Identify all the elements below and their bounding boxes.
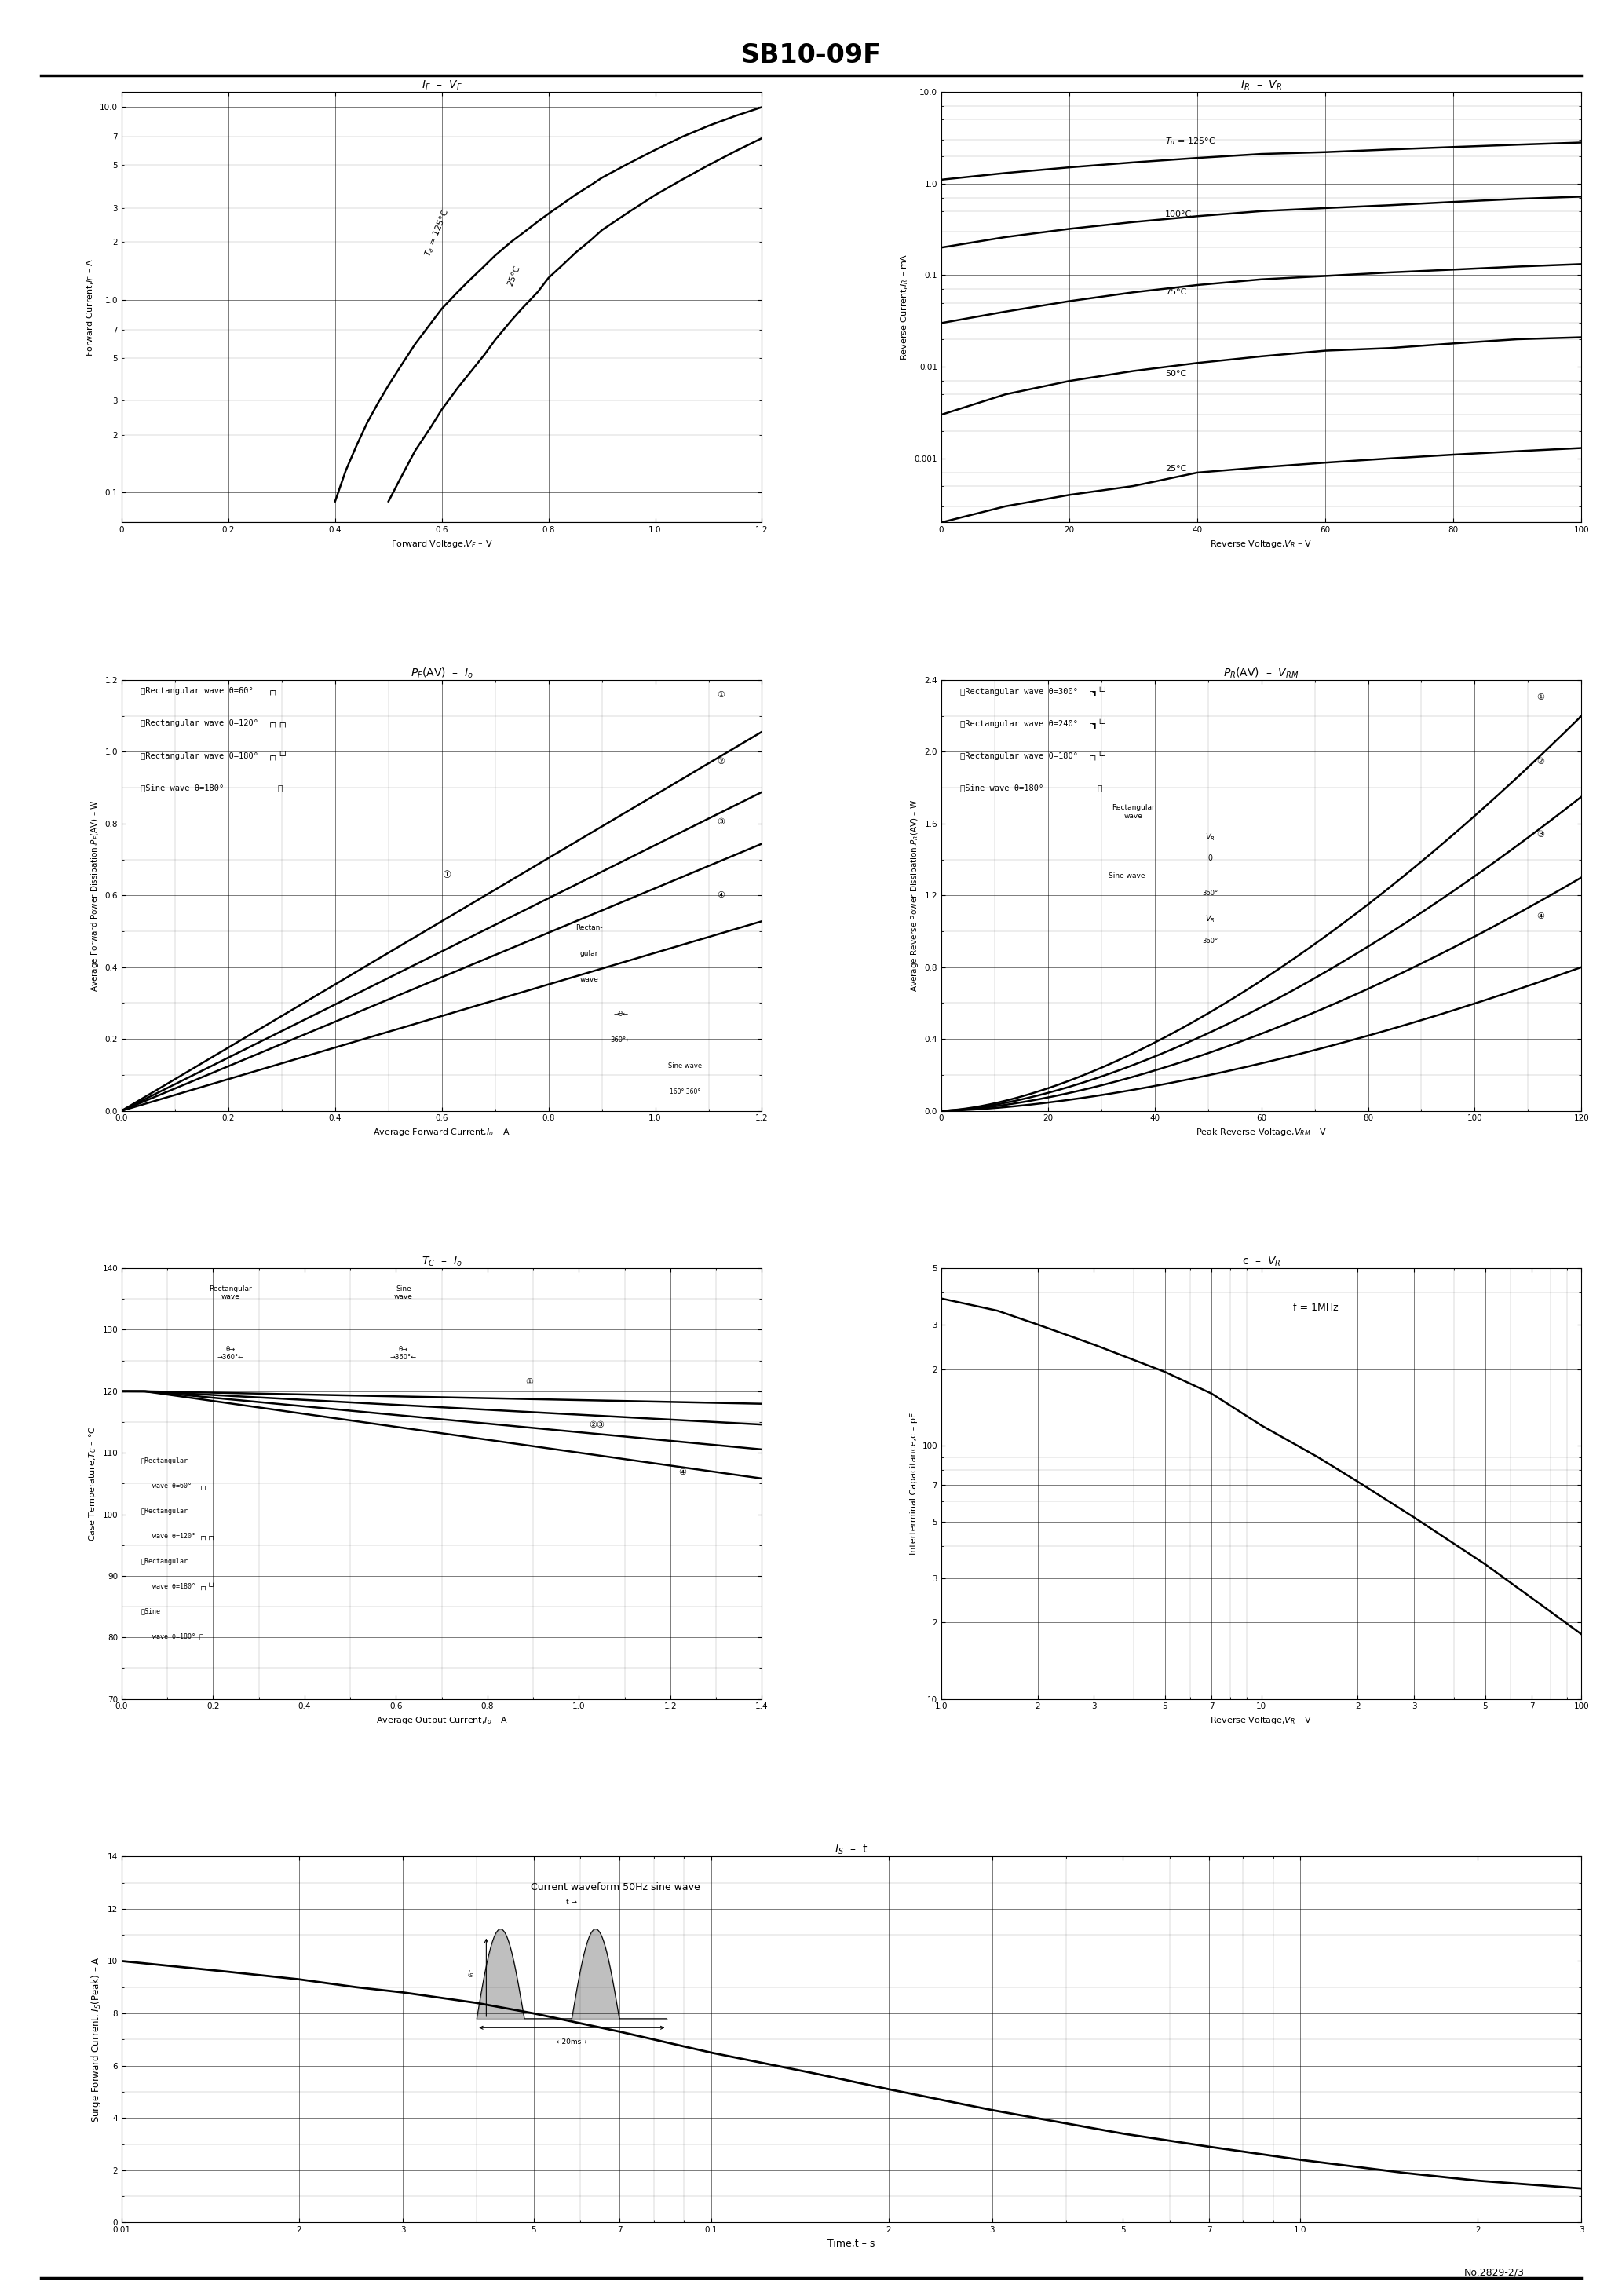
Text: wave θ=180° ┌┐└┘: wave θ=180° ┌┐└┘: [141, 1582, 216, 1591]
Y-axis label: Reverse Current,$I_R$ – mA: Reverse Current,$I_R$ – mA: [899, 253, 910, 360]
Text: 25°C: 25°C: [506, 264, 521, 287]
X-axis label: Time,t – s: Time,t – s: [827, 2239, 876, 2248]
Text: f = 1MHz: f = 1MHz: [1293, 1302, 1338, 1313]
Text: Sine wave: Sine wave: [668, 1063, 702, 1070]
Text: ②Rectangular wave θ=240°  ┌┓└┘: ②Rectangular wave θ=240° ┌┓└┘: [960, 719, 1108, 728]
Text: $V_R$: $V_R$: [1205, 831, 1215, 843]
Text: $T_a$ = 125°C: $T_a$ = 125°C: [423, 207, 451, 259]
Text: θ→
→360°←: θ→ →360°←: [389, 1345, 417, 1362]
Text: 75°C: 75°C: [1165, 287, 1187, 296]
Title: $P_R$(AV)  –  $V_{RM}$: $P_R$(AV) – $V_{RM}$: [1223, 666, 1299, 680]
Y-axis label: Average Reverse Power Dissipation,$P_R$(AV) – W: Average Reverse Power Dissipation,$P_R$(…: [908, 799, 920, 992]
X-axis label: Forward Voltage,$V_F$ – V: Forward Voltage,$V_F$ – V: [391, 540, 493, 549]
Text: No.2829-2/3: No.2829-2/3: [1465, 2268, 1525, 2278]
Text: ①Rectangular: ①Rectangular: [141, 1458, 188, 1465]
Text: 25°C: 25°C: [1165, 464, 1187, 473]
Text: 160° 360°: 160° 360°: [670, 1088, 701, 1095]
Text: 100°C: 100°C: [1165, 211, 1192, 218]
Text: ③Rectangular wave θ=180°  ┌┐└┘: ③Rectangular wave θ=180° ┌┐└┘: [141, 751, 289, 760]
Text: ②: ②: [1536, 758, 1544, 765]
Text: ①Rectangular wave θ=300°  ┌┓└┘: ①Rectangular wave θ=300° ┌┓└┘: [960, 687, 1108, 696]
Title: $I_R$  –  $V_R$: $I_R$ – $V_R$: [1241, 78, 1281, 92]
Text: Rectangular
wave: Rectangular wave: [209, 1286, 251, 1302]
Text: gular: gular: [581, 951, 599, 957]
Text: 360°: 360°: [1202, 891, 1218, 898]
Y-axis label: Forward Current,$I_F$ – A: Forward Current,$I_F$ – A: [84, 257, 96, 356]
Title: $P_F$(AV)  –  $I_o$: $P_F$(AV) – $I_o$: [410, 666, 474, 680]
Text: ②Rectangular wave θ=120°  ┌┐┌┐: ②Rectangular wave θ=120° ┌┐┌┐: [141, 719, 289, 728]
Text: ③Rectangular: ③Rectangular: [141, 1557, 188, 1566]
Y-axis label: Surge Forward Current, $I_S$(Peak) – A: Surge Forward Current, $I_S$(Peak) – A: [89, 1956, 104, 2122]
Text: ③Rectangular wave θ=180°  ┌┐└┘: ③Rectangular wave θ=180° ┌┐└┘: [960, 751, 1108, 760]
Y-axis label: Case Temperature,$T_C$ – °C: Case Temperature,$T_C$ – °C: [88, 1426, 97, 1541]
Text: ④: ④: [1536, 912, 1544, 921]
Text: ④: ④: [717, 891, 725, 900]
Title: $I_F$  –  $V_F$: $I_F$ – $V_F$: [422, 78, 462, 92]
Text: ②③: ②③: [589, 1421, 605, 1428]
Text: θ: θ: [1208, 854, 1212, 863]
Text: ④Sine wave θ=180°           ∿: ④Sine wave θ=180° ∿: [141, 783, 284, 792]
Text: θ→
→360°←: θ→ →360°←: [217, 1345, 243, 1362]
Y-axis label: Interterminal Capacitance,c – pF: Interterminal Capacitance,c – pF: [910, 1412, 918, 1554]
Text: ②: ②: [717, 758, 725, 765]
Text: 360°←: 360°←: [610, 1035, 631, 1042]
Title: c  –  $V_R$: c – $V_R$: [1242, 1256, 1281, 1267]
Text: ④Sine: ④Sine: [141, 1607, 161, 1614]
Text: ①: ①: [441, 870, 451, 879]
Text: ④: ④: [678, 1469, 686, 1476]
Text: $T_u$ = 125°C: $T_u$ = 125°C: [1165, 135, 1216, 147]
Text: Sine
wave: Sine wave: [394, 1286, 412, 1302]
Text: Rectangular
wave: Rectangular wave: [1111, 804, 1155, 820]
Text: ①: ①: [717, 691, 725, 698]
Text: $V_R$: $V_R$: [1205, 914, 1215, 925]
Text: →θ←: →θ←: [613, 1010, 629, 1017]
Text: ④Sine wave θ=180°           ∿: ④Sine wave θ=180° ∿: [960, 783, 1103, 792]
Text: ①: ①: [526, 1378, 534, 1387]
Text: Rectan-: Rectan-: [576, 925, 603, 932]
Text: Current waveform 50Hz sine wave: Current waveform 50Hz sine wave: [530, 1883, 699, 1892]
Title: $T_C$  –  $I_o$: $T_C$ – $I_o$: [422, 1256, 462, 1267]
Text: ②Rectangular: ②Rectangular: [141, 1508, 188, 1515]
X-axis label: Average Output Current,$I_o$ – A: Average Output Current,$I_o$ – A: [376, 1715, 508, 1727]
Text: Sine wave: Sine wave: [1108, 872, 1145, 879]
Text: wave θ=120° ┌┐┌┐: wave θ=120° ┌┐┌┐: [141, 1534, 216, 1541]
X-axis label: Peak Reverse Voltage,$V_{RM}$ – V: Peak Reverse Voltage,$V_{RM}$ – V: [1195, 1127, 1327, 1139]
Text: wave: wave: [579, 976, 599, 983]
X-axis label: Reverse Voltage,$V_R$ – V: Reverse Voltage,$V_R$ – V: [1210, 1715, 1312, 1727]
Text: SB10-09F: SB10-09F: [741, 41, 881, 69]
Text: 50°C: 50°C: [1165, 370, 1187, 377]
Text: ③: ③: [717, 817, 725, 827]
Text: wave θ=60°  ┌┐: wave θ=60° ┌┐: [141, 1483, 208, 1490]
X-axis label: Reverse Voltage,$V_R$ – V: Reverse Voltage,$V_R$ – V: [1210, 540, 1312, 549]
Text: 360°: 360°: [1202, 937, 1218, 944]
Text: ③: ③: [1536, 831, 1544, 838]
Text: wave θ=180° ∿: wave θ=180° ∿: [141, 1632, 204, 1639]
Title: $I_S$  –  t: $I_S$ – t: [835, 1844, 868, 1857]
Text: ①Rectangular wave θ=60°   ┌┐: ①Rectangular wave θ=60° ┌┐: [141, 687, 279, 696]
Text: ①: ①: [1536, 693, 1544, 700]
X-axis label: Average Forward Current,$I_o$ – A: Average Forward Current,$I_o$ – A: [373, 1127, 511, 1139]
Y-axis label: Average Forward Power Dissipation,$P_F$(AV) – W: Average Forward Power Dissipation,$P_F$(…: [89, 799, 101, 992]
